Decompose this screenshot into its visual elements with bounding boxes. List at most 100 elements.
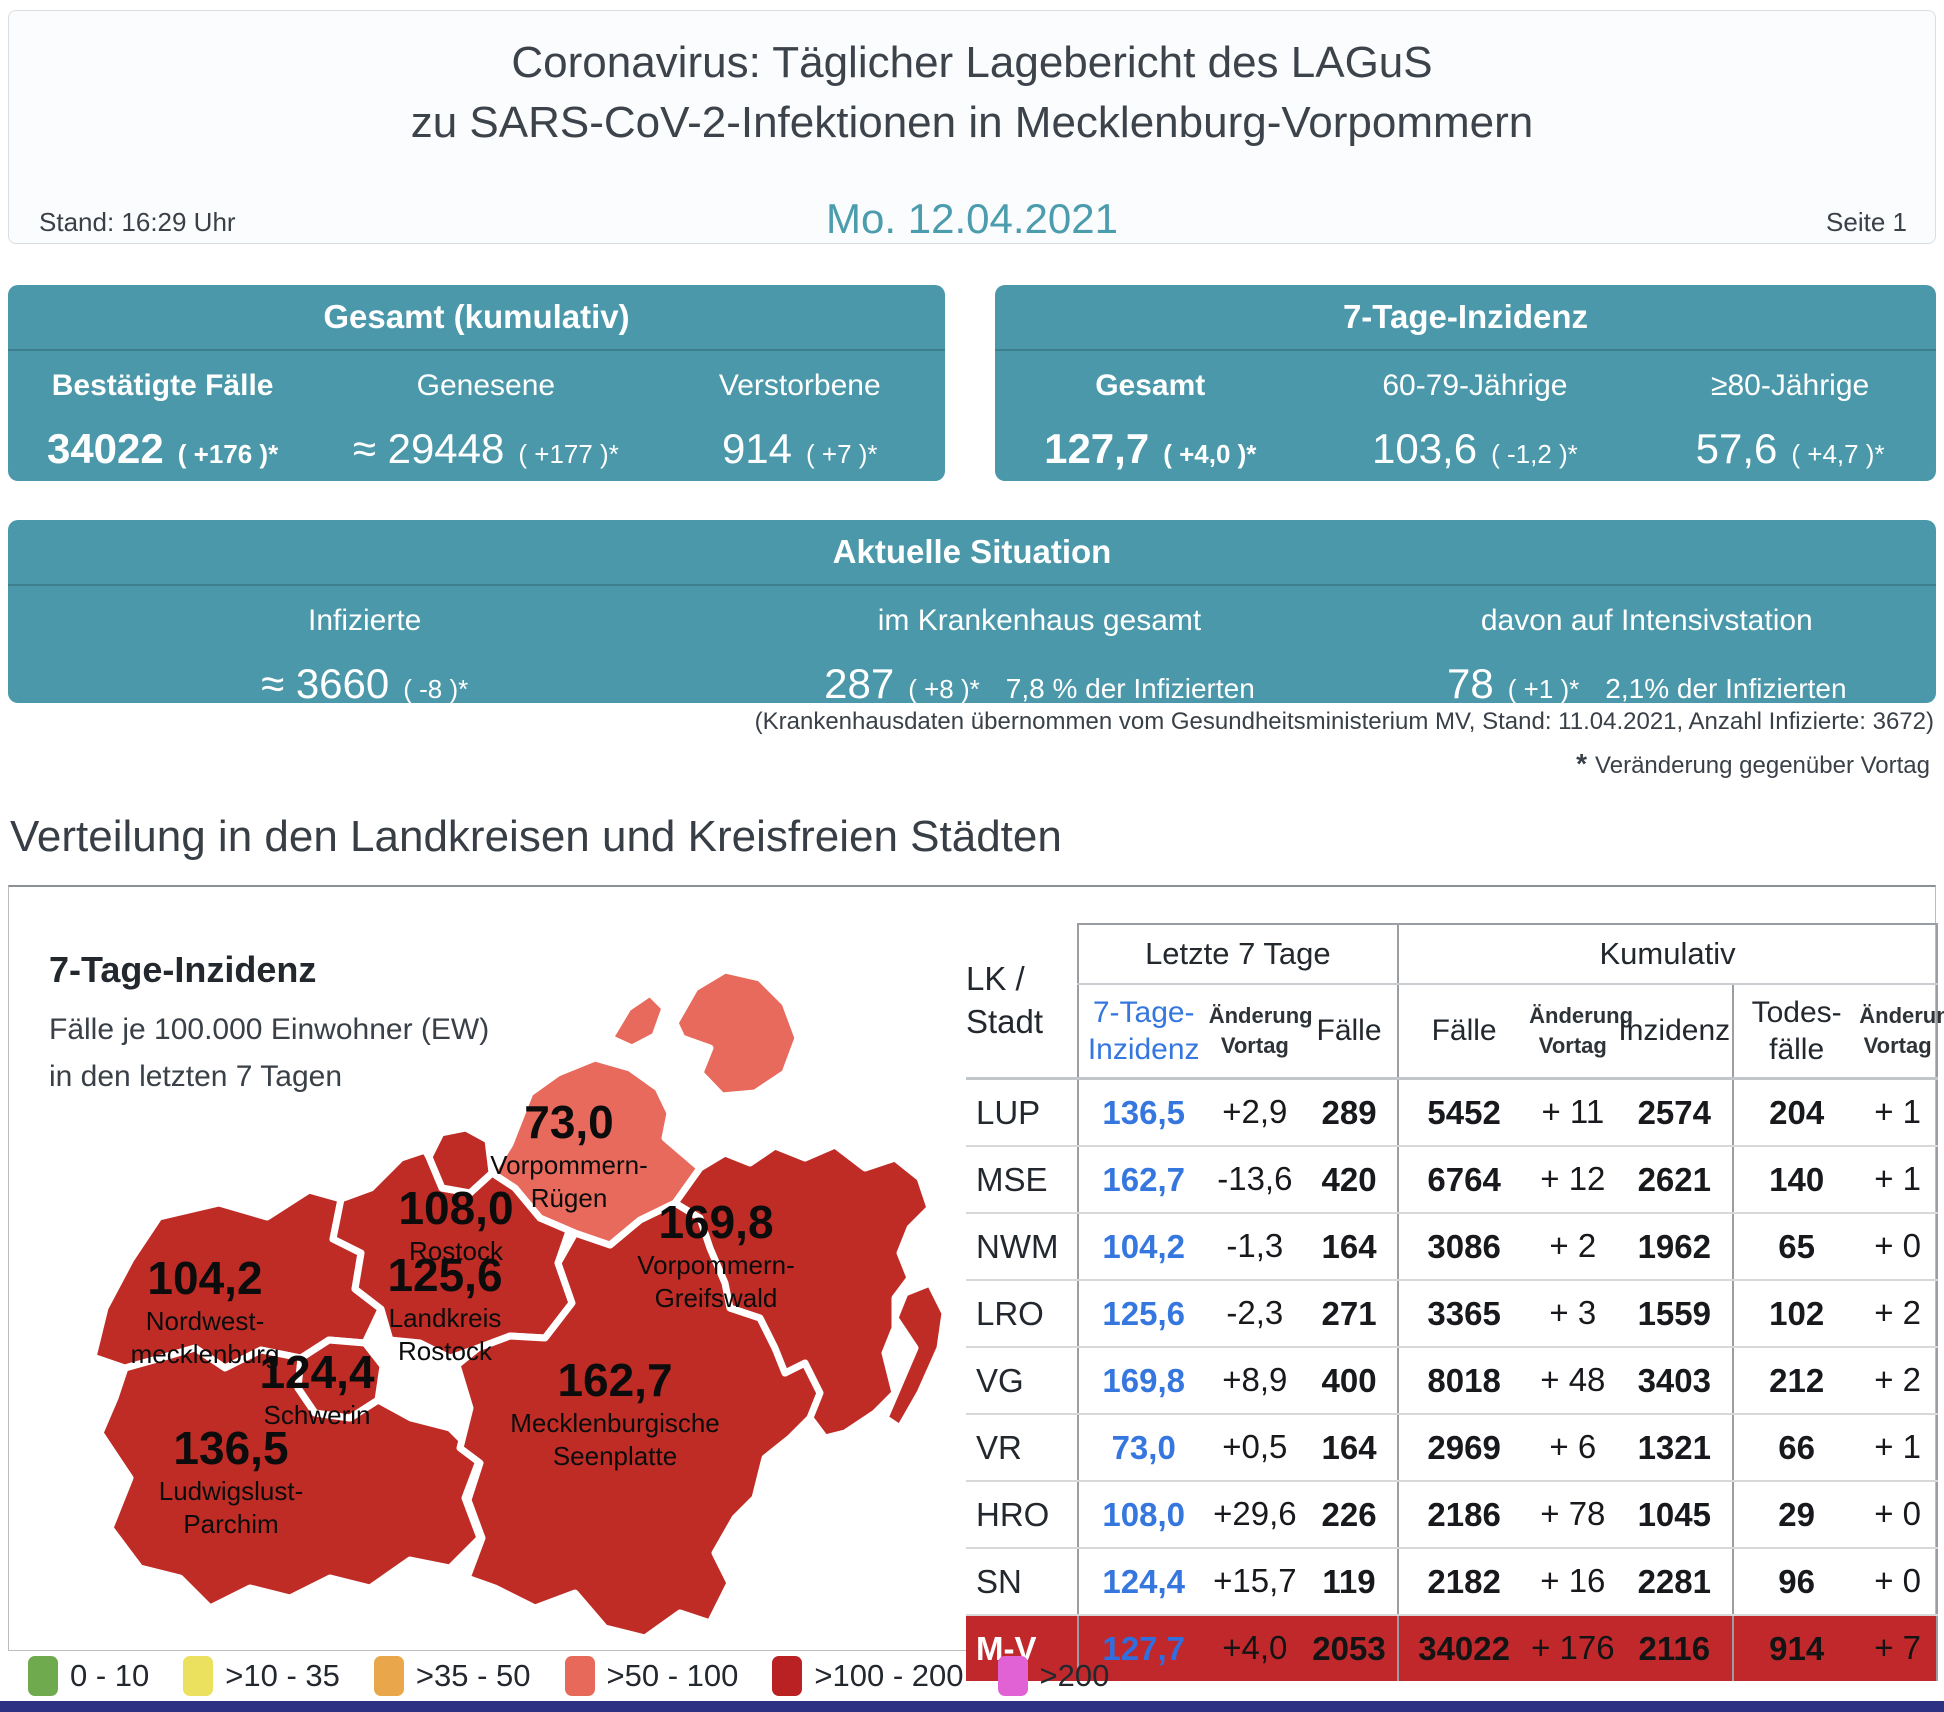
map-value: 104,2 (147, 1252, 263, 1304)
card-aktuelle-situation: Aktuelle Situation Infizierte ≈ 3660 ( -8… (8, 520, 1936, 707)
table-row-nwm: NWM 104,2 -1,3 164 3086 + 2 1962 65 + 0 (966, 1213, 1938, 1281)
footer-bar (0, 1701, 1944, 1712)
stat-extra: 7,8 % der Infizierten (1005, 673, 1255, 704)
map-label-lro: 125,6 Landkreis Rostock (387, 1252, 502, 1367)
legend-item: >35 - 50 (373, 1656, 531, 1696)
map-value: 108,0 (398, 1182, 514, 1234)
card-title: 7-Tage-Inzidenz (995, 285, 1936, 351)
cell-faelle7: 400 (1300, 1347, 1399, 1415)
map-title: 7-Tage-Inzidenz (49, 949, 317, 990)
cell-faelle7: 226 (1300, 1481, 1399, 1549)
stat-value: 78 (1447, 660, 1494, 707)
cell-chg7: -2,3 (1208, 1280, 1301, 1348)
map-label-vr: 73,0 Vorpommern- Rügen (490, 1099, 648, 1214)
cell-faelle7: 119 (1300, 1548, 1399, 1616)
cell-chg-tode: + 0 (1859, 1213, 1938, 1281)
cell-chg-kum: + 3 (1529, 1280, 1617, 1348)
legend-swatch-yellow (183, 1656, 214, 1696)
cell-faelle7: 289 (1300, 1078, 1399, 1147)
cell-todesfaelle: 212 (1732, 1347, 1860, 1415)
stat-change: ( +1 )* (1507, 674, 1580, 704)
cell-inz7: 125,6 (1076, 1280, 1209, 1348)
col-group-kumulativ: Kumulativ (1397, 923, 1938, 985)
cell-chg-kum: + 48 (1529, 1347, 1617, 1415)
stat-value: ≈ 29448 (352, 425, 505, 472)
cell-faelle7: 164 (1300, 1213, 1399, 1281)
cell-faelle7: 420 (1300, 1146, 1399, 1214)
cell-inz-kum: 2281 (1616, 1548, 1734, 1616)
table-row-vr: VR 73,0 +0,5 164 2969 + 6 1321 66 + 1 (966, 1414, 1938, 1482)
stat-genesene: Genesene ≈ 29448 ( +177 )* (317, 351, 654, 473)
col-group-letzte-7-tage: Letzte 7 Tage (1076, 923, 1399, 985)
cell-inz-kum: 1559 (1616, 1280, 1734, 1348)
map-label-lup: 136,5 Ludwigslust- Parchim (159, 1425, 304, 1540)
stat-change: ( +4,0 )* (1163, 439, 1257, 469)
legend-swatch-salmon (564, 1656, 595, 1696)
stat-verstorbene: Verstorbene 914 ( +7 )* (655, 351, 945, 473)
page-title: Coronavirus: Täglicher Lagebericht des L… (410, 38, 1534, 147)
card-title: Aktuelle Situation (8, 520, 1936, 586)
cell-todesfaelle: 102 (1732, 1280, 1860, 1348)
legend-label: 0 - 10 (70, 1658, 150, 1693)
cell-faelle7: 271 (1300, 1280, 1399, 1348)
legend-swatch-magenta (997, 1656, 1028, 1696)
map-label-hro: 108,0 Rostock (398, 1185, 513, 1268)
stat-change: ( +7 )* (806, 439, 878, 469)
stat-change: ( +176 )* (177, 439, 279, 469)
stat-label: ≥80-Jährige (1711, 369, 1870, 402)
stat-inzidenz-gesamt: Gesamt 127,7 ( +4,0 )* (995, 351, 1306, 473)
stat-label: im Krankenhaus gesamt (877, 604, 1202, 637)
cell-inz7: 169,8 (1076, 1347, 1209, 1415)
stat-label: Verstorbene (718, 369, 881, 402)
stand-timestamp: Stand: 16:29 Uhr (39, 207, 236, 237)
map-region-sn (294, 1336, 387, 1422)
cell-inz-kum: 3403 (1616, 1347, 1734, 1415)
map-region-name: Rostock (409, 1236, 503, 1266)
cell-chg-tode: + 2 (1859, 1280, 1938, 1348)
legend-swatch-darkred (772, 1656, 803, 1696)
table-row-hro: HRO 108,0 +29,6 226 2186 + 78 1045 29 + … (966, 1481, 1938, 1549)
cell-lk: VG (966, 1347, 1078, 1415)
table-row-vg: VG 169,8 +8,9 400 8018 + 48 3403 212 + 2 (966, 1347, 1938, 1415)
map-value: 124,4 (259, 1346, 375, 1398)
asterisk-text: Veränderung gegenüber Vortag (1595, 752, 1930, 779)
stat-value: 57,6 (1695, 425, 1778, 472)
cell-faelle-kum: 34022 (1397, 1615, 1530, 1681)
cell-chg-tode: + 7 (1859, 1615, 1938, 1681)
section-title: Verteilung in den Landkreisen und Kreisf… (10, 812, 1062, 861)
cell-inz-kum: 2574 (1616, 1078, 1734, 1147)
legend-label: >50 - 100 (606, 1658, 739, 1693)
page-number: Seite 1 (1826, 207, 1907, 237)
cell-faelle7: 2053 (1300, 1615, 1399, 1681)
stat-label: Gesamt (1095, 369, 1206, 402)
cell-chg-kum: + 176 (1529, 1615, 1617, 1681)
stat-infizierte: Infizierte ≈ 3660 ( -8 )* (8, 586, 721, 708)
cell-chg7: +0,5 (1208, 1414, 1301, 1482)
asterisk-note: * Veränderung gegenüber Vortag (1576, 748, 1930, 780)
header-card: Coronavirus: Täglicher Lagebericht des L… (8, 10, 1936, 244)
stat-label: 60-79-Jährige (1382, 369, 1568, 402)
map-label-sn: 124,4 Schwerin (259, 1349, 374, 1432)
legend-label: >200 (1039, 1658, 1110, 1693)
cell-inz7: 124,4 (1076, 1548, 1209, 1616)
legend-item: >10 - 35 (183, 1656, 340, 1696)
legend-label: >35 - 50 (415, 1658, 531, 1693)
cell-chg7: -1,3 (1208, 1213, 1301, 1281)
map-region-hro (425, 1124, 496, 1197)
col-header-todesfaelle: Todes- fälle (1732, 984, 1860, 1080)
legend-item: 0 - 10 (28, 1656, 149, 1696)
cell-chg-kum: + 2 (1529, 1213, 1617, 1281)
cell-inz-kum: 2621 (1616, 1146, 1734, 1214)
cell-faelle7: 164 (1300, 1414, 1399, 1482)
cell-todesfaelle: 29 (1732, 1481, 1860, 1549)
legend-swatch-orange (373, 1656, 404, 1696)
stat-bestaetigte-faelle: Bestätigte Fälle 34022 ( +176 )* (8, 351, 317, 473)
map-label-mse: 162,7 Mecklenburgische Seenplatte (510, 1357, 720, 1472)
col-header-aenderung-vortag-kum: Änderung Vortag (1529, 984, 1633, 1080)
stat-inzidenz-80plus: ≥80-Jährige 57,6 ( +4,7 )* (1644, 351, 1936, 473)
map-subtitle: Fälle je 100.000 Einwohner (EW) in den l… (49, 1013, 490, 1093)
cell-todesfaelle: 96 (1732, 1548, 1860, 1616)
cell-todesfaelle: 140 (1732, 1146, 1860, 1214)
cell-inz-kum: 2116 (1616, 1615, 1734, 1681)
cell-todesfaelle: 914 (1732, 1615, 1860, 1681)
